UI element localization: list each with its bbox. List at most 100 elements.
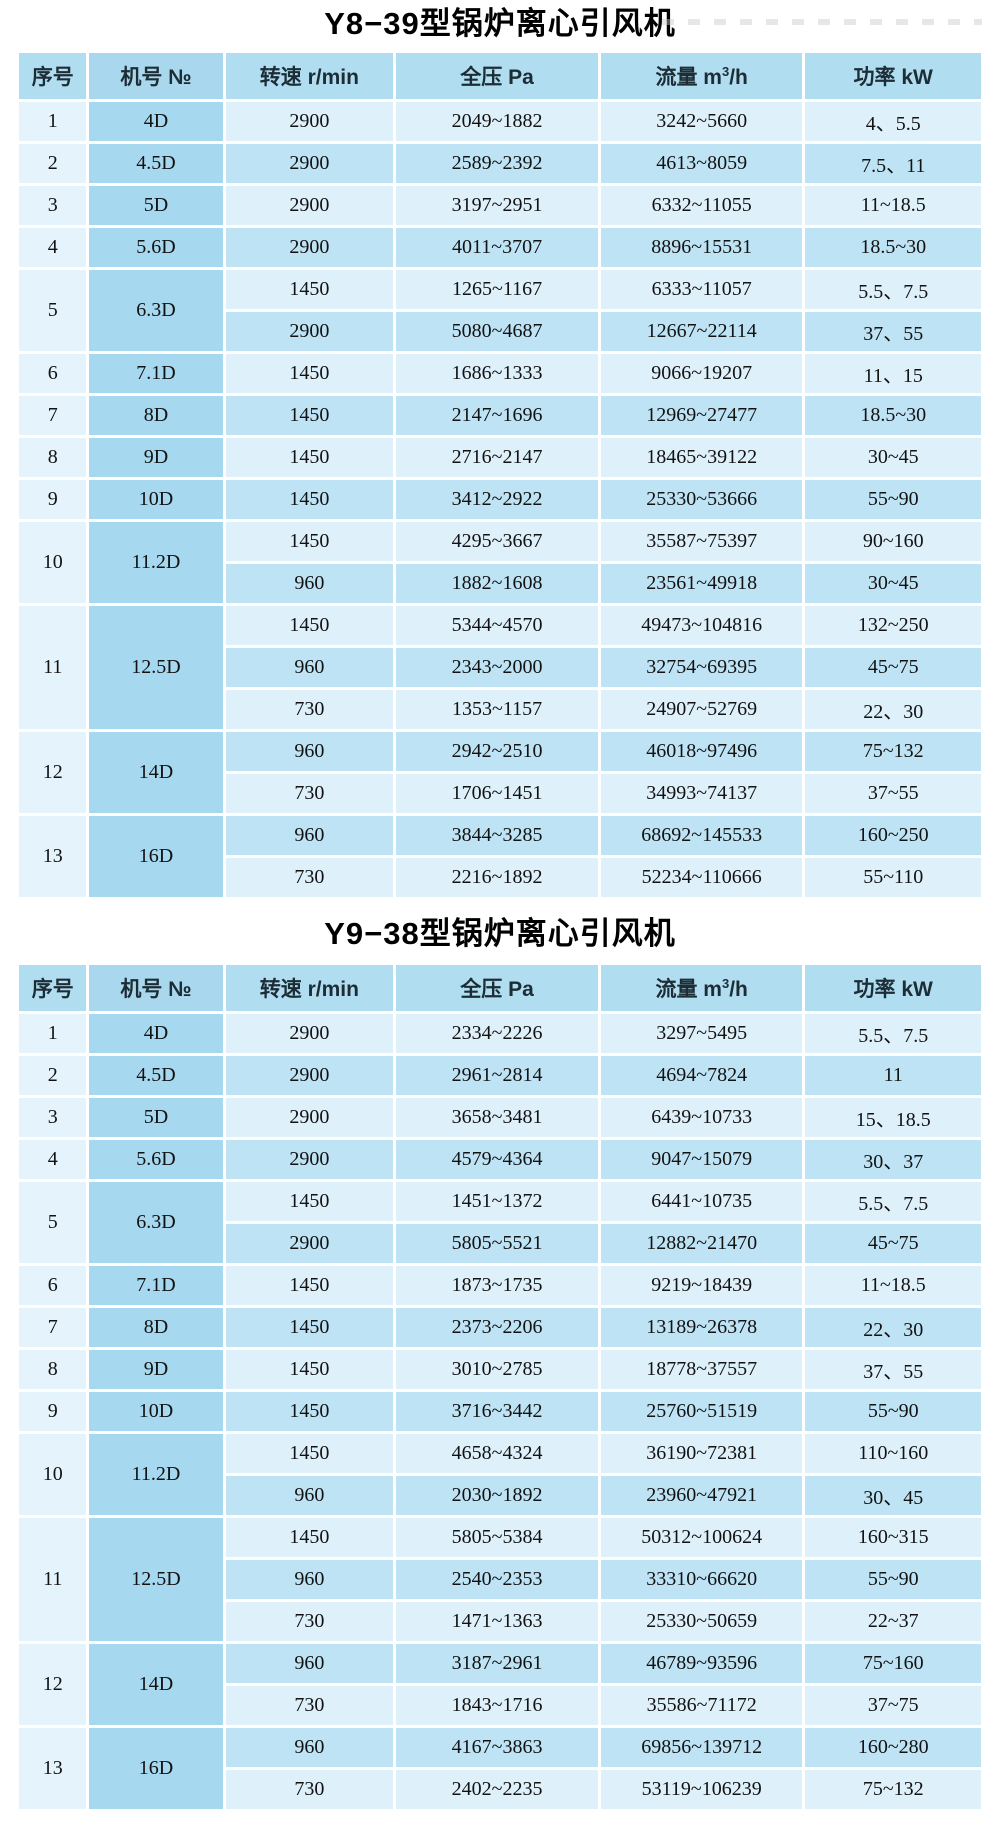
power-cell: 30~45 <box>802 561 984 606</box>
power-cell: 22、30 <box>802 1305 984 1350</box>
table-title-y8-39: Y8−39型锅炉离心引风机 <box>324 6 676 41</box>
pressure-cell: 1706~1451 <box>393 771 601 816</box>
power-cell: 4、5.5 <box>802 99 984 144</box>
model-cell: 11.2D <box>86 1431 226 1518</box>
row-no-cell: 1 <box>15 1011 90 1056</box>
power-cell: 37、55 <box>802 309 984 354</box>
row-no-cell: 9 <box>15 477 90 522</box>
table-row: 10 11.2D 1450 4658~4324 36190~72381 110~160 <box>15 1431 984 1518</box>
flow-cell: 52234~110666 <box>597 855 806 900</box>
table-row: 9 10D 1450 3716~3442 25760~51519 55~90 <box>15 1389 984 1434</box>
speed-cell: 730 <box>222 1767 397 1812</box>
power-cell: 75~160 <box>802 1641 984 1686</box>
model-cell: 7.1D <box>86 1263 226 1308</box>
flow-cell: 35586~71172 <box>597 1683 806 1728</box>
pressure-cell: 3716~3442 <box>393 1389 601 1434</box>
pressure-cell: 3412~2922 <box>393 477 601 522</box>
speed-cell: 1450 <box>222 1389 397 1434</box>
pressure-cell: 2589~2392 <box>393 141 601 186</box>
flow-cell: 6439~10733 <box>597 1095 806 1140</box>
header-no: 序号 <box>15 962 90 1014</box>
pressure-cell: 1882~1608 <box>393 561 601 606</box>
model-cell: 14D <box>86 729 226 816</box>
pressure-cell: 1686~1333 <box>393 351 601 396</box>
table-row: 5 6.3D 1450 1265~1167 6333~11057 5.5、7.5 <box>15 267 984 354</box>
power-cell: 75~132 <box>802 729 984 774</box>
pressure-cell: 2961~2814 <box>393 1053 601 1098</box>
flow-cell: 53119~106239 <box>597 1767 806 1812</box>
speed-cell: 1450 <box>222 1431 397 1476</box>
row-no-cell: 4 <box>15 225 90 270</box>
table-row: 8 9D 1450 3010~2785 18778~37557 37、55 <box>15 1347 984 1392</box>
power-cell: 55~110 <box>802 855 984 900</box>
speed-cell: 2900 <box>222 99 397 144</box>
speed-cell: 1450 <box>222 351 397 396</box>
speed-cell: 960 <box>222 1557 397 1602</box>
flow-cell: 46789~93596 <box>597 1641 806 1686</box>
pressure-cell: 2716~2147 <box>393 435 601 480</box>
row-no-cell: 1 <box>15 99 90 144</box>
speed-cell: 960 <box>222 1725 397 1770</box>
speed-cell: 1450 <box>222 603 397 648</box>
table-row: 4 5.6D 2900 4579~4364 9047~15079 30、37 <box>15 1137 984 1182</box>
row-no-cell: 3 <box>15 183 90 228</box>
flow-cell: 33310~66620 <box>597 1557 806 1602</box>
power-cell: 160~250 <box>802 813 984 858</box>
power-cell: 90~160 <box>802 519 984 564</box>
speed-cell: 730 <box>222 687 397 732</box>
speed-cell: 1450 <box>222 1263 397 1308</box>
faded-text-artifact <box>662 19 982 25</box>
power-cell: 11 <box>802 1053 984 1098</box>
fan-table-y9-38: 序号 机号 № 转速 r/min 全压 Pa 流量 m3/h 功率 kW 1 4D… <box>15 962 984 1812</box>
speed-cell: 1450 <box>222 477 397 522</box>
pressure-cell: 2334~2226 <box>393 1011 601 1056</box>
pressure-cell: 1843~1716 <box>393 1683 601 1728</box>
table-row: 730 1706~1451 34993~74137 37~55 <box>18 771 984 816</box>
table-row: 11 12.5D 1450 5344~4570 49473~104816 132~250 <box>15 603 984 732</box>
speed-cell: 730 <box>222 1683 397 1728</box>
model-cell: 16D <box>86 813 226 900</box>
flow-unit-superscript: 3 <box>721 976 730 991</box>
pressure-cell: 4011~3707 <box>393 225 601 270</box>
flow-cell: 36190~72381 <box>597 1431 806 1476</box>
row-no-cell: 6 <box>15 351 90 396</box>
power-cell: 30~45 <box>802 435 984 480</box>
row-no-cell: 13 <box>15 813 90 900</box>
header-pressure: 全压 Pa <box>393 962 601 1014</box>
header-no: 序号 <box>15 50 90 102</box>
table-row: 730 1353~1157 24907~52769 22、30 <box>18 687 984 732</box>
table-row: 730 2216~1892 52234~110666 55~110 <box>18 855 984 900</box>
flow-cell: 24907~52769 <box>597 687 806 732</box>
table-row: 730 1471~1363 25330~50659 22~37 <box>18 1599 984 1644</box>
model-cell: 5D <box>86 1095 226 1140</box>
speed-cell: 2900 <box>222 225 397 270</box>
row-no-cell: 11 <box>15 1515 90 1644</box>
model-cell: 14D <box>86 1641 226 1728</box>
pressure-cell: 3187~2961 <box>393 1641 601 1686</box>
speed-cell: 960 <box>222 729 397 774</box>
flow-cell: 50312~100624 <box>597 1515 806 1560</box>
power-cell: 5.5、7.5 <box>802 1179 984 1224</box>
flow-cell: 69856~139712 <box>597 1725 806 1770</box>
pressure-cell: 5344~4570 <box>393 603 601 648</box>
flow-cell: 32754~69395 <box>597 645 806 690</box>
model-cell: 4D <box>86 99 226 144</box>
row-no-cell: 10 <box>15 1431 90 1518</box>
flow-cell: 6332~11055 <box>597 183 806 228</box>
model-cell: 9D <box>86 435 226 480</box>
model-cell: 5D <box>86 183 226 228</box>
speed-cell: 1450 <box>222 435 397 480</box>
power-cell: 160~280 <box>802 1725 984 1770</box>
power-cell: 37~75 <box>802 1683 984 1728</box>
flow-cell: 25760~51519 <box>597 1389 806 1434</box>
model-cell: 5.6D <box>86 225 226 270</box>
flow-unit-suffix: /h <box>729 978 748 1001</box>
power-cell: 75~132 <box>802 1767 984 1812</box>
power-cell: 5.5、7.5 <box>802 1011 984 1056</box>
speed-cell: 730 <box>222 1599 397 1644</box>
flow-cell: 9047~15079 <box>597 1137 806 1182</box>
power-cell: 160~315 <box>802 1515 984 1560</box>
flow-cell: 9219~18439 <box>597 1263 806 1308</box>
row-no-cell: 5 <box>15 1179 90 1266</box>
row-no-cell: 7 <box>15 1305 90 1350</box>
